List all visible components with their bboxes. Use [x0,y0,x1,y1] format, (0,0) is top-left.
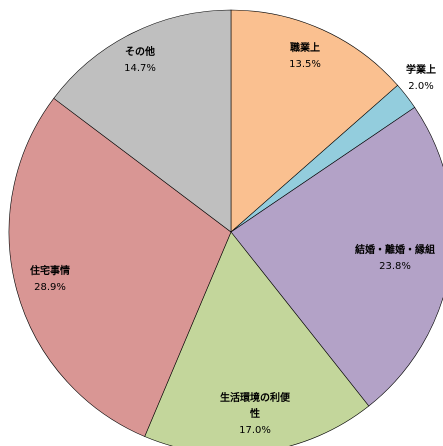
slice-label: その他 [125,45,155,58]
value-label: 23.8% [379,261,411,272]
value-label: 2.0% [408,81,433,92]
label-line: 学業上 [406,63,436,76]
slice-label: 住宅事情 [30,264,70,277]
value-label: 28.9% [34,282,66,293]
label-line: 生活環境の利便 [220,391,291,404]
label-line: 職業上 [290,41,320,54]
pie-slice [8,97,232,437]
label-line: その他 [125,45,155,58]
slice-label: 学業上 [406,63,436,76]
slice-label: 結婚・離婚・縁組 [355,243,435,256]
label-line: 性 [249,407,260,420]
label-line: 住宅事情 [30,264,70,277]
slice-label: 生活環境の利便性 [220,391,291,420]
slice-label: 職業上 [290,41,320,54]
value-label: 17.0% [239,425,271,436]
value-label: 13.5% [289,59,321,70]
pie-slice [53,9,232,233]
value-label: 14.7% [124,63,156,74]
pie-slice [230,106,443,407]
pie-slice [144,231,370,446]
pie-slice [230,9,399,233]
label-line: 結婚・離婚・縁組 [355,243,435,256]
